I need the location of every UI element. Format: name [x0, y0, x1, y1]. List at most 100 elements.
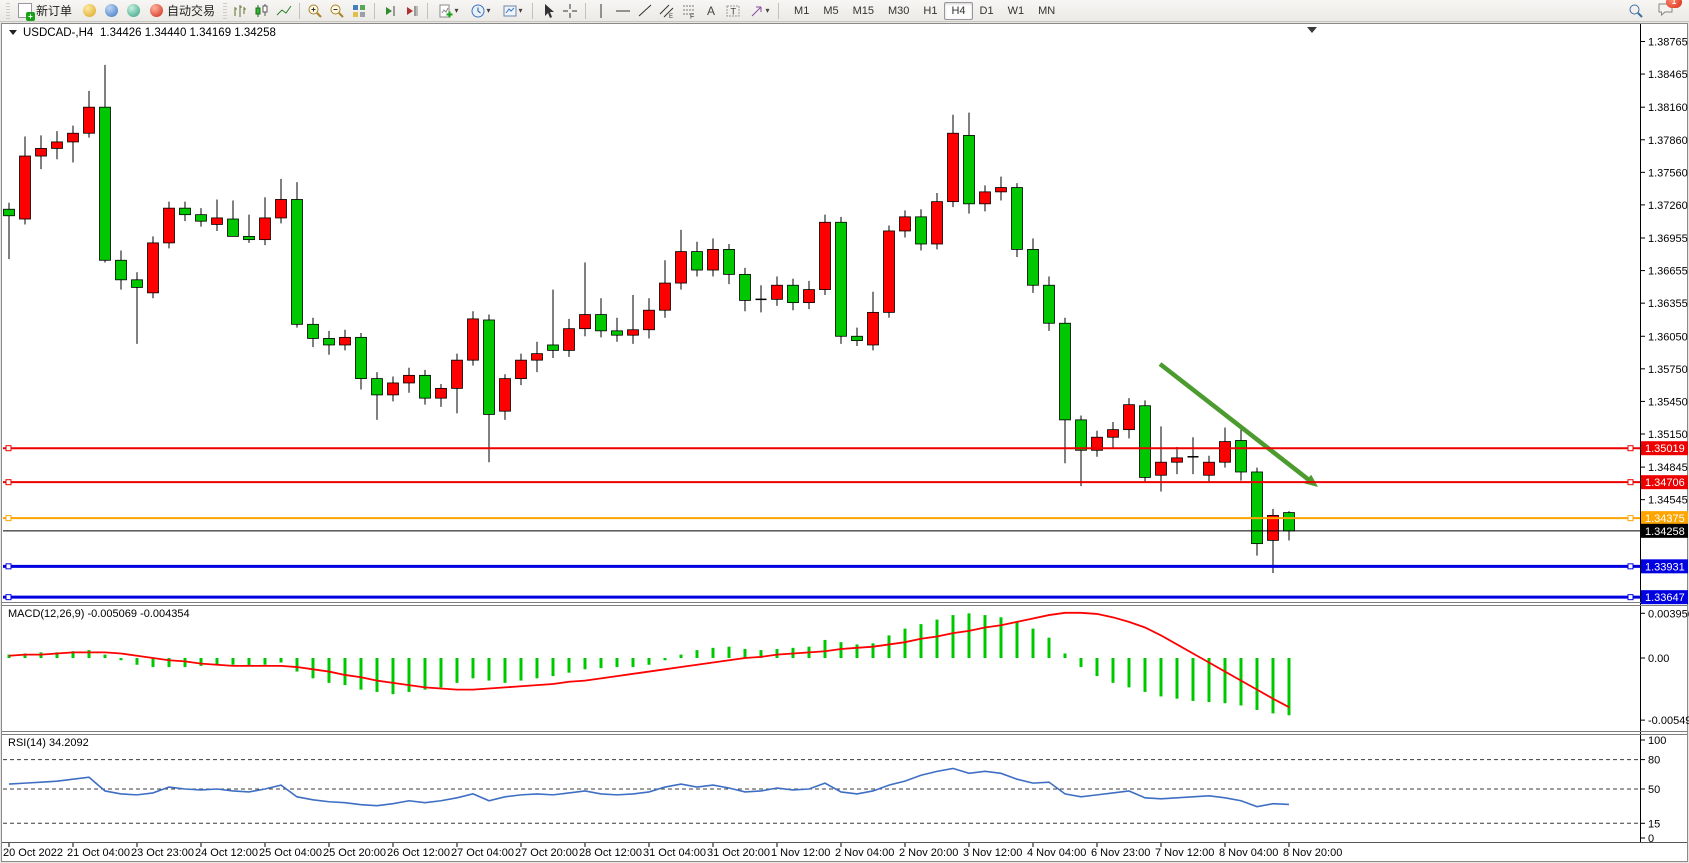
level-handle[interactable]	[5, 445, 12, 452]
zoom-in-icon[interactable]	[304, 1, 326, 21]
price-badge-label: 1.33647	[1645, 592, 1685, 604]
chart-shift-icon[interactable]	[401, 1, 423, 21]
timeframe-H4[interactable]: H4	[944, 1, 973, 20]
price-tick-label: 1.36050	[1648, 331, 1688, 343]
search-icon[interactable]	[1625, 1, 1647, 21]
candle	[419, 374, 431, 399]
candlestick-chart-icon[interactable]	[251, 1, 273, 21]
timeframe-MN[interactable]: MN	[1038, 4, 1056, 17]
tile-windows-icon[interactable]	[348, 1, 370, 21]
rsi-scale-label: 80	[1648, 755, 1660, 767]
candle	[1155, 461, 1167, 476]
indicators-button[interactable]: ▾	[432, 1, 464, 21]
zoom-out-icon[interactable]	[326, 1, 348, 21]
candle	[1123, 404, 1135, 431]
candle	[1091, 436, 1103, 451]
text-icon[interactable]: A	[700, 1, 722, 21]
time-label: 2 Nov 20:00	[899, 847, 958, 859]
candle	[371, 378, 383, 396]
candle	[515, 359, 527, 380]
auto-trading-icon	[150, 4, 164, 17]
horizontal-line-icon[interactable]	[612, 1, 634, 21]
time-label: 4 Nov 04:00	[1027, 847, 1086, 859]
timeframe-M5[interactable]: M5	[823, 4, 839, 17]
signals-icon[interactable]	[100, 1, 122, 21]
svg-text:A: A	[707, 4, 715, 18]
candle	[963, 135, 975, 205]
timeframe-M15[interactable]: M15	[852, 4, 874, 17]
level-handle[interactable]	[5, 479, 12, 486]
cursor-icon[interactable]	[537, 1, 559, 21]
price-badge-label: 1.34258	[1645, 526, 1685, 538]
time-label: 25 Oct 20:00	[323, 847, 386, 859]
chat-button[interactable]: 1	[1657, 0, 1682, 20]
text-label-icon[interactable]: T	[722, 1, 744, 21]
candle	[1139, 405, 1151, 478]
candle	[1059, 322, 1071, 421]
candle	[35, 148, 47, 157]
crosshair-icon[interactable]	[559, 1, 581, 21]
fibonacci-icon[interactable]: F	[678, 1, 700, 21]
trend-arrow-head[interactable]	[1304, 474, 1318, 487]
candle	[51, 141, 63, 149]
timeframe-M30[interactable]: M30	[888, 4, 910, 17]
time-label: 25 Oct 04:00	[259, 847, 322, 859]
equidistant-channel-icon[interactable]: E	[656, 1, 678, 21]
time-label: 31 Oct 04:00	[643, 847, 706, 859]
level-handle[interactable]	[5, 563, 12, 570]
candle	[979, 191, 991, 205]
timeframe-H1[interactable]: H1	[923, 4, 938, 17]
level-handle[interactable]	[1627, 563, 1634, 570]
candle	[259, 217, 271, 241]
candle	[1171, 457, 1183, 463]
candle	[83, 106, 95, 134]
level-handle[interactable]	[1627, 479, 1634, 486]
price-badge	[1641, 441, 1688, 456]
auto-scroll-icon[interactable]	[379, 1, 401, 21]
candle	[467, 318, 479, 361]
candle	[147, 242, 159, 294]
arrows-button[interactable]: ▾	[744, 1, 774, 21]
price-tick-label: 1.36355	[1648, 298, 1688, 310]
svg-text:T: T	[731, 6, 737, 16]
time-label: 20 Oct 2022	[3, 847, 63, 859]
level-handle[interactable]	[1627, 445, 1634, 452]
timeframe-D1[interactable]: D1	[979, 4, 994, 17]
time-label: 26 Oct 12:00	[387, 847, 450, 859]
level-handle[interactable]	[1627, 515, 1634, 522]
level-handle[interactable]	[5, 515, 12, 522]
bar-chart-icon[interactable]	[229, 1, 251, 21]
price-badge	[1641, 511, 1688, 526]
price-tick-label: 1.35150	[1648, 429, 1688, 441]
market-icon[interactable]	[78, 1, 100, 21]
candle	[835, 221, 847, 337]
vps-icon[interactable]	[122, 1, 144, 21]
candle	[403, 374, 415, 384]
chart-menu-icon[interactable]	[9, 30, 17, 35]
time-label: 23 Oct 23:00	[131, 847, 194, 859]
macd-scale-label: -0.005498	[1648, 715, 1689, 727]
candle	[1235, 440, 1247, 473]
price-tick-label: 1.38160	[1648, 102, 1688, 114]
candle	[1011, 187, 1023, 250]
line-chart-icon[interactable]	[273, 1, 295, 21]
periods-button[interactable]: ▾	[464, 1, 496, 21]
macd-scale-label: 0.00	[1648, 653, 1669, 665]
vertical-line-icon[interactable]	[590, 1, 612, 21]
trend-arrow[interactable]	[1158, 362, 1314, 484]
candle	[643, 309, 655, 331]
new-order-label: 新订单	[36, 4, 73, 18]
templates-button[interactable]: ▾	[496, 1, 528, 21]
timeframe-M1[interactable]: M1	[794, 4, 810, 17]
new-order-button[interactable]: + 新订单	[12, 0, 78, 22]
chart-shift-marker[interactable]	[1307, 27, 1317, 33]
level-handle[interactable]	[5, 594, 12, 601]
macd-scale-label: 0.003956	[1648, 608, 1689, 620]
auto-trading-button[interactable]: 自动交易	[144, 0, 221, 22]
timeframe-W1[interactable]: W1	[1007, 4, 1025, 17]
time-label: 27 Oct 20:00	[515, 847, 578, 859]
trendline-icon[interactable]	[634, 1, 656, 21]
candle	[211, 217, 223, 225]
candle	[99, 106, 111, 261]
level-handle[interactable]	[1627, 594, 1634, 601]
